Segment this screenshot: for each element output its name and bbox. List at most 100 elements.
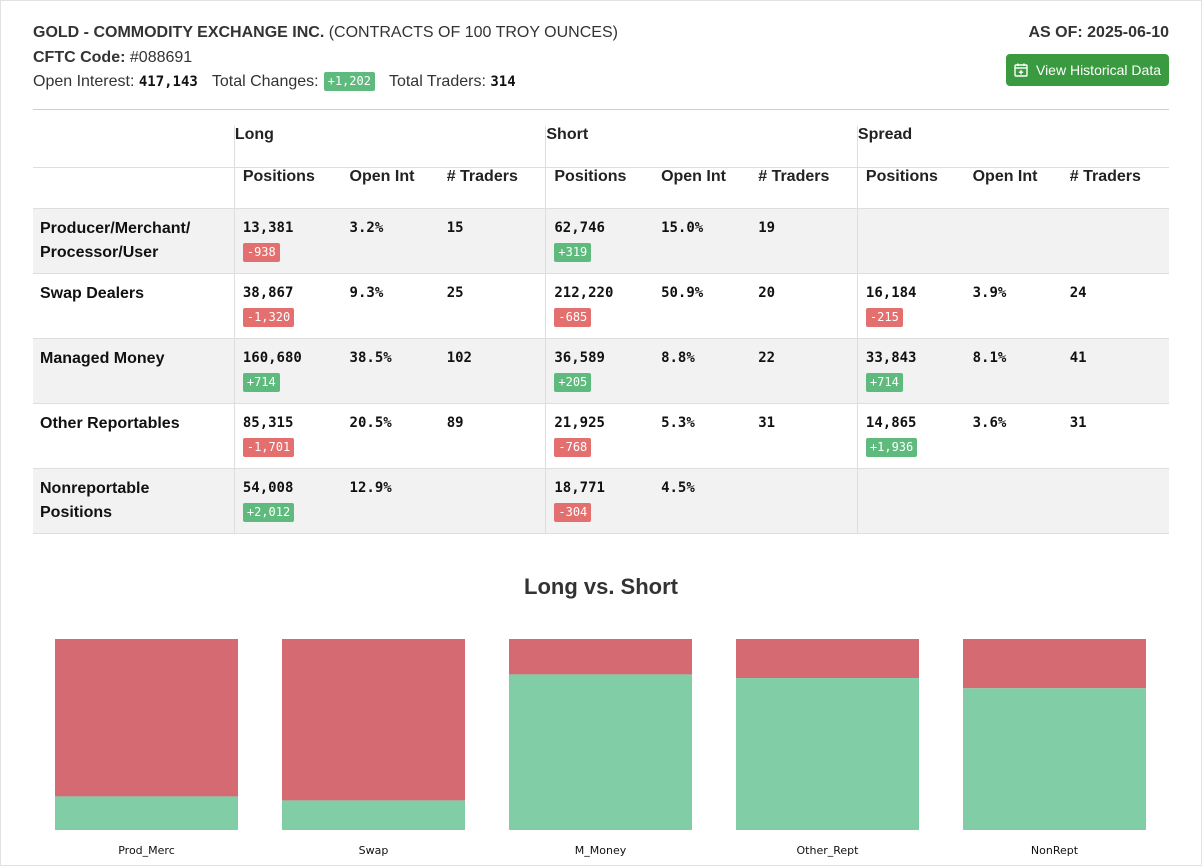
open-int-value: 4.5% [661,479,695,496]
x-tick-label: NonRept [1031,844,1079,857]
change-badge: -1,701 [242,437,295,457]
traders-value: 25 [446,284,464,301]
long-bar-swap [282,800,465,830]
total-traders-label: Total Traders: [388,72,486,90]
spread-positions-cell: 33,843 +714 [856,338,965,404]
change-badge: +2,012 [242,502,295,522]
position-value: 212,220 [554,284,614,301]
market-title: GOLD - COMMODITY EXCHANGE INC. (CONTRACT… [33,24,618,42]
change-badge: -304 [554,502,592,522]
position-value: 16,184 [865,284,917,301]
position-value: 18,771 [554,479,605,496]
spread-positions-cell [856,468,965,534]
position-value: 36,589 [554,349,605,366]
cftc-code-line: CFTC Code: #088691 [33,49,192,67]
open-int-value: 9.3% [349,284,384,301]
change-badge: -215 [865,307,903,327]
open-int-value: 15.0% [661,219,704,236]
short-positions-cell: 36,589 +205 [545,338,654,404]
group-header-long: Long [233,126,546,168]
view-historical-data-button[interactable]: View Historical Data [1006,54,1169,86]
as-of-date: AS OF: 2025-06-10 [1028,24,1169,41]
summary-stats: Open Interest: 417,143 Total Changes: +1… [33,72,516,91]
group-header-spread: Spread [856,126,1169,168]
long-bar-m-money [509,674,692,830]
open-int-value: 3.2% [349,219,384,236]
col-header-traders: # Traders [1061,167,1169,209]
change-badge: +205 [554,372,592,392]
table-row: Nonreportable Positions 54,008 +2,012 12.… [33,468,1169,534]
open-int-value: 38.5% [349,349,392,366]
col-header-positions: Positions [856,167,965,209]
long-positions-cell: 13,381 -938 [233,208,342,274]
cftc-code-label: CFTC Code: [33,49,126,66]
change-badge: -768 [554,437,592,457]
short-bar-swap [282,639,465,801]
spread-positions-cell [856,208,965,274]
traders-value: 102 [446,349,472,366]
traders-value: 15 [446,219,464,236]
short-bar-other-rept [736,639,919,679]
long-positions-cell: 54,008 +2,012 [233,468,342,534]
market-name: GOLD - COMMODITY EXCHANGE INC. [33,24,325,41]
long-positions-cell: 160,680 +714 [233,338,342,404]
position-value: 160,680 [242,349,302,366]
view-historical-data-label: View Historical Data [1035,62,1161,78]
change-badge: +319 [554,242,592,262]
open-interest-value: 417,143 [138,73,198,90]
traders-value: 31 [1069,414,1087,431]
open-int-value: 20.5% [349,414,392,431]
total-changes-badge: +1,202 [323,72,375,91]
col-header-traders: # Traders [438,167,546,209]
traders-value: 41 [1069,349,1087,366]
traders-value: 22 [758,349,776,366]
open-int-value: 50.9% [661,284,704,301]
report-header: GOLD - COMMODITY EXCHANGE INC. (CONTRACT… [33,22,1169,110]
contract-unit: (CONTRACTS OF 100 TROY OUNCES) [328,24,618,41]
short-positions-cell: 62,746 +319 [545,208,654,274]
total-traders-value: 314 [490,73,516,90]
col-header-positions: Positions [545,167,654,209]
open-int-value: 3.9% [972,284,1007,301]
row-label: Managed Money [33,338,235,404]
long-short-chart: Prod_Merc Swap M_Money Other_Rept NonRept [55,639,1146,857]
open-int-value: 8.8% [661,349,695,366]
total-changes-label: Total Changes: [211,72,319,90]
table-row: Swap Dealers 38,867 -1,320 9.3% 25 212,22… [33,273,1169,339]
spread-positions-cell: 16,184 -215 [856,273,965,339]
row-label: Other Reportables [33,403,235,469]
short-positions-cell: 21,925 -768 [545,403,654,469]
x-tick-label: Other_Rept [797,844,860,857]
positions-table: Long Short Spread Positions Open Int # T… [33,126,1169,534]
open-interest-label: Open Interest: [33,72,135,90]
change-badge: -938 [242,242,280,262]
long-positions-cell: 85,315 -1,701 [233,403,342,469]
short-bar-m-money [509,639,692,675]
traders-value: 20 [758,284,776,301]
short-positions-cell: 212,220 -685 [545,273,654,339]
group-header-short: Short [545,126,858,168]
traders-value: 24 [1069,284,1087,301]
long-bar-other-rept [736,678,919,830]
col-header-traders: # Traders [750,167,858,209]
table-row: Other Reportables 85,315 -1,701 20.5% 89 … [33,403,1169,469]
traders-value: 31 [758,414,776,431]
position-value: 85,315 [242,414,294,431]
change-badge: -685 [554,307,592,327]
change-badge: +714 [865,372,903,392]
row-label: Nonreportable Positions [33,468,235,534]
position-value: 54,008 [242,479,294,496]
short-bar-prod-merc [55,639,238,797]
short-positions-cell: 18,771 -304 [545,468,654,534]
corner-cell-sub [33,167,235,209]
table-row: Managed Money 160,680 +714 38.5% 102 36,5… [33,338,1169,404]
position-value: 33,843 [865,349,917,366]
row-label: Swap Dealers [33,273,235,339]
long-positions-cell: 38,867 -1,320 [233,273,342,339]
long-bar-nonrept [963,688,1146,830]
change-badge: +714 [242,372,280,392]
position-value: 21,925 [554,414,605,431]
row-label: Producer/Merchant/ Processor/User [33,208,235,274]
position-value: 62,746 [554,219,605,236]
position-value: 38,867 [242,284,294,301]
